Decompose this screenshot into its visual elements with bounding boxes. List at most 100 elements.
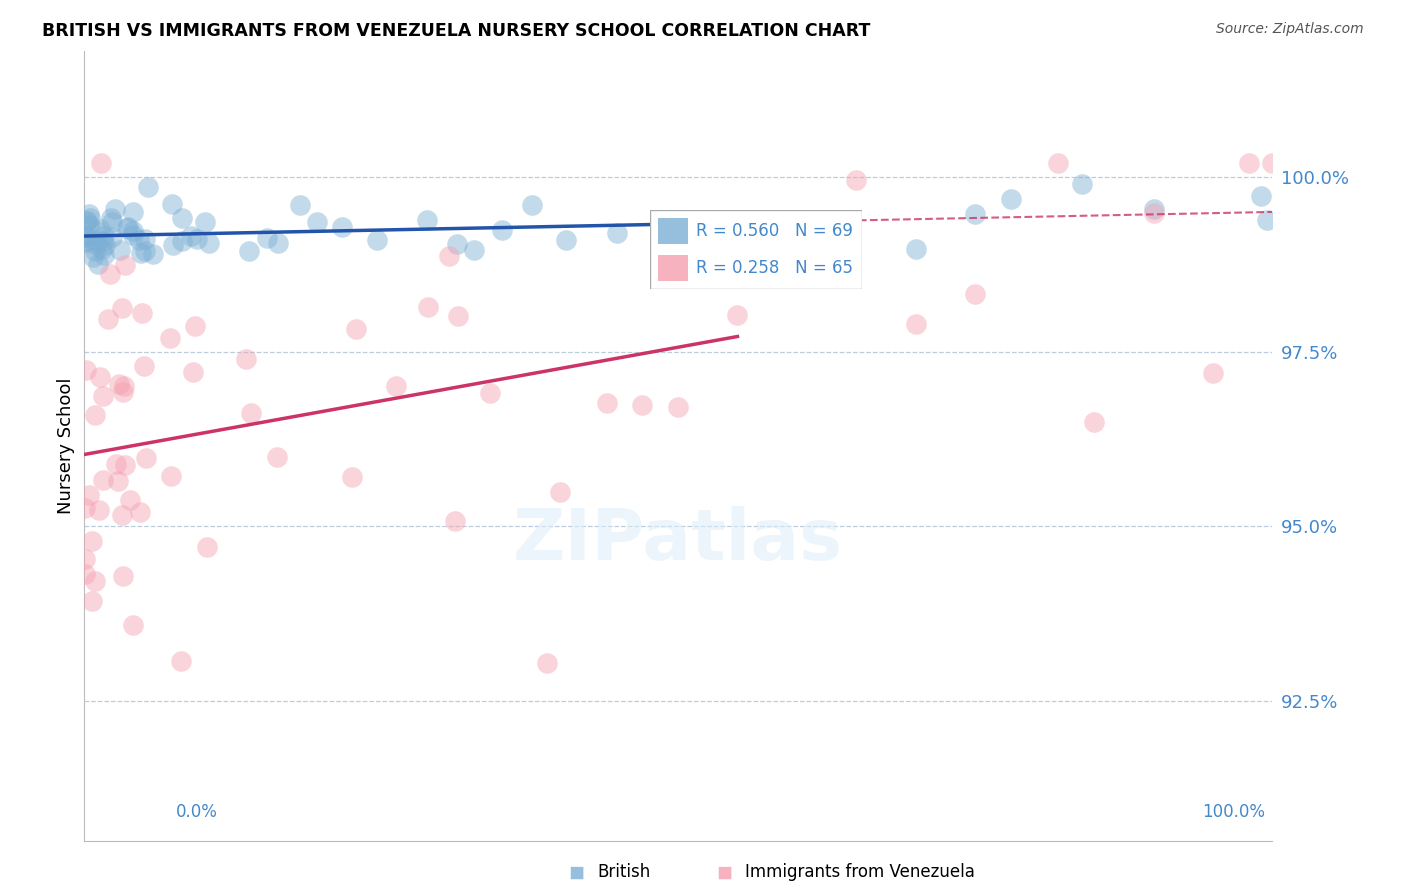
Point bbox=[366, 233, 388, 247]
Point bbox=[89, 221, 111, 235]
Point bbox=[76, 213, 98, 227]
Point bbox=[132, 359, 155, 374]
Point bbox=[122, 224, 145, 238]
Point bbox=[239, 406, 262, 420]
Point bbox=[444, 514, 467, 528]
Point bbox=[104, 202, 127, 217]
Point bbox=[75, 235, 97, 249]
Point bbox=[1261, 155, 1284, 169]
Point bbox=[86, 257, 108, 271]
Point bbox=[111, 569, 134, 583]
Point bbox=[111, 301, 134, 315]
Point bbox=[704, 244, 727, 259]
Point bbox=[84, 234, 107, 248]
Point bbox=[77, 488, 100, 502]
Point bbox=[122, 618, 145, 632]
Text: British: British bbox=[598, 863, 651, 881]
Point bbox=[344, 321, 367, 335]
Point bbox=[93, 248, 115, 262]
Point bbox=[1000, 192, 1022, 206]
Point bbox=[183, 319, 205, 334]
Point bbox=[631, 398, 654, 412]
Point bbox=[89, 370, 111, 384]
Point bbox=[136, 179, 159, 194]
Point bbox=[84, 237, 107, 252]
Point bbox=[100, 215, 122, 229]
Point bbox=[75, 363, 97, 377]
Point bbox=[1256, 212, 1278, 227]
Point bbox=[90, 155, 112, 169]
Point bbox=[82, 250, 104, 264]
Point bbox=[111, 508, 134, 522]
Point bbox=[108, 377, 131, 392]
Text: Immigrants from Venezuela: Immigrants from Venezuela bbox=[745, 863, 974, 881]
Point bbox=[437, 249, 460, 263]
Text: R = 0.560   N = 69: R = 0.560 N = 69 bbox=[696, 222, 853, 240]
Point bbox=[596, 396, 619, 410]
Point bbox=[114, 458, 136, 472]
Point bbox=[73, 551, 96, 566]
Point bbox=[198, 236, 221, 251]
Point bbox=[170, 234, 193, 248]
Point bbox=[91, 473, 114, 487]
Point bbox=[98, 267, 121, 281]
Point bbox=[117, 220, 139, 235]
Point bbox=[97, 311, 120, 326]
Point bbox=[122, 227, 145, 242]
Bar bbox=[658, 218, 688, 244]
Point bbox=[108, 243, 131, 257]
Point bbox=[385, 379, 408, 393]
Point bbox=[94, 238, 117, 252]
Text: Source: ZipAtlas.com: Source: ZipAtlas.com bbox=[1216, 22, 1364, 37]
Point bbox=[1142, 206, 1164, 220]
Point bbox=[1071, 177, 1094, 191]
Point bbox=[786, 246, 808, 260]
Text: 100.0%: 100.0% bbox=[1202, 803, 1265, 821]
Point bbox=[904, 317, 927, 331]
Point bbox=[170, 654, 193, 668]
Point bbox=[89, 502, 111, 516]
Point bbox=[135, 451, 157, 466]
Point bbox=[162, 237, 184, 252]
Point bbox=[172, 211, 194, 226]
Point bbox=[73, 501, 96, 516]
Point bbox=[340, 469, 363, 483]
Point bbox=[288, 198, 311, 212]
Point bbox=[447, 309, 470, 323]
Point bbox=[845, 173, 868, 187]
Point bbox=[520, 197, 543, 211]
Point bbox=[1047, 155, 1070, 169]
Point bbox=[129, 505, 152, 519]
Point bbox=[100, 211, 122, 226]
Point bbox=[75, 229, 97, 244]
Point bbox=[904, 242, 927, 256]
Point bbox=[112, 378, 135, 392]
Text: ZIPatlas: ZIPatlas bbox=[513, 507, 844, 575]
Point bbox=[73, 567, 96, 582]
Point bbox=[93, 388, 115, 402]
Point bbox=[118, 493, 141, 508]
Point bbox=[186, 231, 208, 245]
Point bbox=[112, 384, 135, 399]
Point bbox=[491, 222, 513, 236]
Point bbox=[180, 228, 202, 243]
Point bbox=[75, 229, 97, 244]
Point bbox=[727, 308, 749, 322]
Point bbox=[195, 540, 218, 554]
Point bbox=[84, 574, 107, 588]
Point bbox=[1142, 202, 1164, 216]
Point bbox=[305, 215, 328, 229]
Point bbox=[134, 232, 156, 246]
Y-axis label: Nursery School: Nursery School bbox=[58, 377, 75, 515]
Point bbox=[160, 197, 183, 211]
Point bbox=[479, 386, 502, 401]
Point bbox=[666, 400, 689, 414]
Bar bbox=[658, 255, 688, 281]
Point bbox=[1237, 155, 1260, 169]
Point bbox=[121, 205, 143, 219]
Point bbox=[606, 226, 628, 240]
Point bbox=[555, 233, 578, 247]
Point bbox=[128, 233, 150, 247]
Point bbox=[160, 469, 183, 483]
Point bbox=[80, 533, 103, 548]
